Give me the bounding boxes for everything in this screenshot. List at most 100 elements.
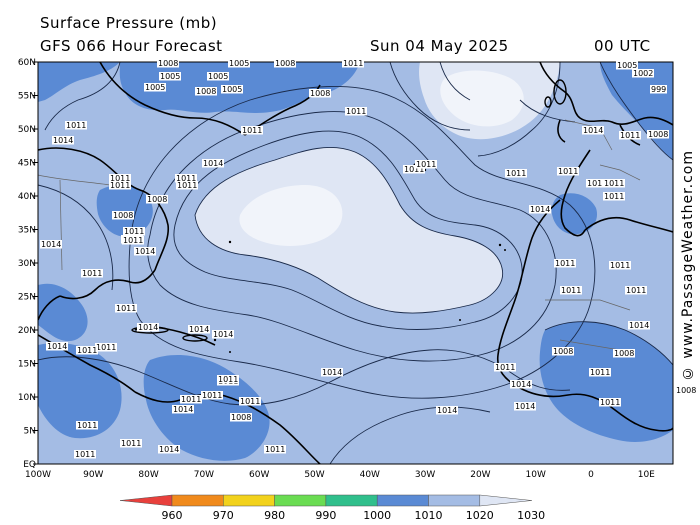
isobar-label-bg: [74, 450, 96, 459]
isobar-label: 1011: [626, 286, 646, 295]
isobar-label: 1011: [242, 126, 262, 135]
isobar-label-bg: [494, 363, 516, 372]
isobar-label-bg: [510, 380, 532, 389]
isobar-label: 1005: [229, 59, 249, 68]
isobar-label: 1011: [116, 304, 136, 313]
isobar-label-bg: [212, 330, 234, 339]
isobar-label: 1011: [558, 167, 578, 176]
isobar-label-bg: [123, 227, 145, 236]
forecast-date: Sun 04 May 2025: [370, 37, 509, 55]
isobar-label-bg: [221, 85, 243, 94]
isobar-label: 1011: [590, 368, 610, 377]
forecast-time: 00 UTC: [594, 37, 651, 55]
isobar-label: 1011: [123, 236, 143, 245]
isobar-label: 1011: [82, 269, 102, 278]
isobar-label: 1011: [265, 445, 285, 454]
isobar-label: 1008: [147, 195, 167, 204]
isobar-label-bg: [76, 346, 98, 355]
isobar-label-bg: [65, 121, 87, 130]
lon-label: 90W: [83, 470, 103, 480]
isobar-label: 1008: [158, 59, 178, 68]
isobar-label-bg: [159, 72, 181, 81]
isobar-label: 1011: [604, 179, 624, 188]
isobar-label-bg: [647, 130, 669, 139]
lon-label: 0: [588, 470, 594, 480]
isobar-label-bg: [202, 159, 224, 168]
colorbar-label: 980: [264, 509, 285, 522]
isobar-label: 1011: [610, 261, 630, 270]
lat-label: 15N: [18, 360, 36, 370]
colorbar-segment: [428, 494, 481, 507]
lat-label: 50N: [18, 125, 36, 135]
isobar-label: 1011: [495, 363, 515, 372]
isobar-label-bg: [650, 85, 667, 94]
colorbar-label: 1010: [415, 509, 443, 522]
isobar-label: 1011: [124, 227, 144, 236]
isobar-label: 1011: [96, 343, 116, 352]
isobar-label-bg: [582, 126, 604, 135]
lat-label: 55N: [18, 92, 36, 102]
lon-label: 60W: [249, 470, 269, 480]
isobar-label-bg: [207, 72, 229, 81]
lon-label: 30W: [415, 470, 435, 480]
isobar-label-bg: [120, 439, 142, 448]
isobar-label: 1014: [530, 205, 550, 214]
isobar-label-bg: [675, 386, 697, 395]
isobar-label: 1011: [121, 439, 141, 448]
isobar-label-bg: [176, 181, 198, 190]
isobar-label: 1014: [583, 126, 603, 135]
isobar-label-bg: [81, 269, 103, 278]
isobar-label: 1014: [511, 380, 531, 389]
isobar-label: 1011: [77, 346, 97, 355]
pressure-field: [38, 62, 673, 464]
isobar-label-bg: [175, 174, 197, 183]
isobar-label-bg: [321, 368, 343, 377]
isobar-label-bg: [109, 181, 131, 190]
isobar-label-bg: [134, 247, 156, 256]
isobar-label: 1011: [416, 160, 436, 169]
isobar-label-bg: [274, 59, 296, 68]
isobar-label: 1011: [555, 259, 575, 268]
isobar-label-bg: [415, 160, 437, 169]
isobar-label-bg: [172, 405, 194, 414]
lon-label: 20W: [470, 470, 490, 480]
isobar-label-bg: [217, 375, 239, 384]
isobar-label-bg: [201, 391, 223, 400]
isobar-label: 1005: [160, 72, 180, 81]
lat-label: 10N: [18, 393, 36, 403]
lon-label: 40W: [360, 470, 380, 480]
isobar-label-bg: [95, 343, 117, 352]
isobar-label: 1011: [110, 174, 130, 183]
colorbar-label: 1030: [517, 509, 545, 522]
coastlines: [38, 62, 673, 464]
isobar-label-bg: [264, 445, 286, 454]
isobar-label: 1005: [208, 72, 228, 81]
isobar-label-bg: [239, 397, 261, 406]
isobar-label: 1011: [77, 421, 97, 430]
isobar-label-bg: [180, 395, 202, 404]
isobar-label-bg: [52, 136, 74, 145]
lat-label: EQ: [23, 460, 36, 470]
isobar-label-bg: [586, 179, 608, 188]
borders: [38, 119, 641, 351]
isobar-label: 1014: [629, 321, 649, 330]
isobar-label-bg: [619, 131, 641, 140]
isobar-label-bg: [109, 174, 131, 183]
isobar-label-bg: [122, 236, 144, 245]
isobar-label: 1002: [633, 69, 653, 78]
isobar-label-bg: [158, 445, 180, 454]
isobar-label: 1008: [310, 89, 330, 98]
forecast-hour: GFS 066 Hour Forecast: [40, 37, 223, 55]
isobar-label-bg: [529, 205, 551, 214]
isobar-label: 1011: [66, 121, 86, 130]
colorbar-segment: [223, 494, 275, 507]
lon-label: 10E: [638, 470, 655, 480]
isobar-label: 999: [651, 85, 666, 94]
isobar-label: 1011: [202, 391, 222, 400]
isobar-label-bg: [628, 321, 650, 330]
isobar-label: 1008: [614, 349, 634, 358]
isobar-label: 1011: [343, 59, 363, 68]
isobar-label: 1011: [218, 375, 238, 384]
isobar-label: 1005: [145, 83, 165, 92]
